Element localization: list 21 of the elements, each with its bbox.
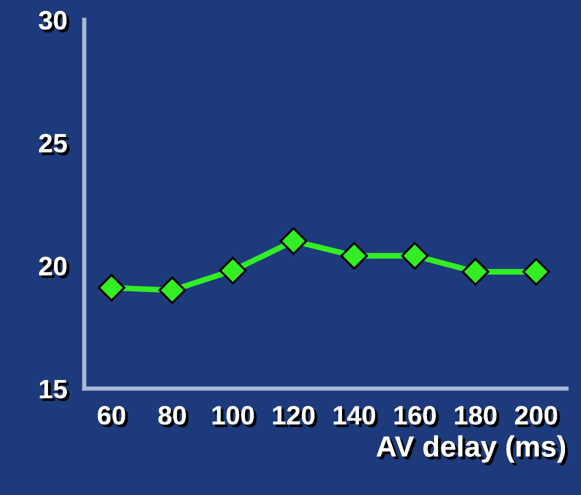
y-tick-label: 25 [39, 134, 70, 156]
x-tick-label: 140 [334, 406, 378, 428]
x-tick-label: 80 [158, 406, 189, 428]
point [462, 258, 490, 286]
point [280, 227, 308, 255]
x-tick-label: 60 [98, 406, 128, 428]
y-tick-label: 20 [39, 256, 70, 278]
point [522, 258, 550, 286]
x-axis-title: AV delay (ms) [376, 435, 568, 466]
point [401, 242, 429, 270]
x-tick-label: 160 [394, 406, 439, 428]
x-tick-label: 180 [455, 406, 500, 428]
point [340, 242, 368, 270]
y-tick-label: 15 [40, 380, 70, 402]
y-tick-label: 30 [38, 10, 70, 32]
point [98, 274, 126, 302]
x-tick-label: 120 [273, 406, 318, 428]
x-tick-label: 100 [212, 406, 257, 428]
point [219, 256, 247, 284]
x-tick-label: 200 [515, 406, 560, 428]
point [158, 276, 186, 304]
